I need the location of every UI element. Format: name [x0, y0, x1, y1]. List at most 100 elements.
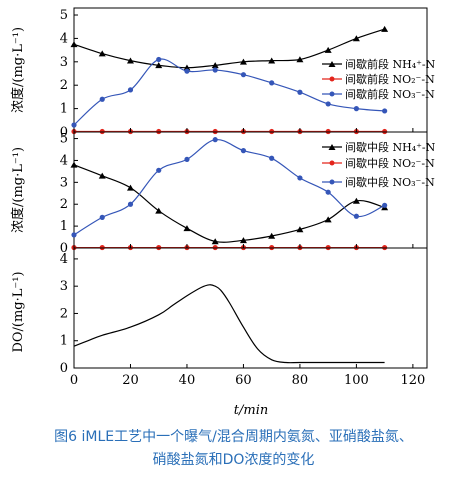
data-point-no3	[156, 56, 162, 63]
legend-item-no2-middle: 间歇中段 NO₂⁻-N	[322, 156, 435, 170]
legend-label-nh4-middle: 间歇中段 NH₄⁺-N	[345, 140, 436, 154]
data-point-no3	[240, 148, 247, 154]
data-point-no3	[127, 201, 134, 207]
data-point-no3	[325, 101, 331, 107]
legend-item-no3-top: 间歇前段 NO₃⁻-N	[322, 87, 435, 101]
data-point-nh4	[239, 237, 247, 244]
data-point-no3	[325, 189, 331, 195]
legend-marker-no2-middle	[329, 160, 335, 166]
data-point-nh4	[352, 35, 360, 42]
y-tick-label: 5	[60, 132, 68, 147]
y-tick-label: 0	[60, 125, 68, 140]
data-point-nh4	[183, 64, 191, 71]
panel-middle-ylabel: 浓度/(mg·L⁻¹)	[10, 147, 26, 233]
data-point-no3	[99, 214, 105, 220]
data-point-nh4	[98, 172, 106, 179]
panel-top-legend: 间歇前段 NH₄⁺-N 间歇前段 NO₂⁻-N 间歇前段 NO₃⁻-N	[322, 57, 436, 101]
x-tick-label: 60	[235, 373, 252, 388]
data-point-no3	[184, 68, 190, 74]
y-tick-label: 0	[60, 361, 68, 376]
series-line-do-bottom	[73, 284, 385, 364]
legend-item-nh4-top: 间歇前段 NH₄⁺-N	[322, 57, 436, 71]
data-point-nh4	[183, 225, 191, 232]
data-point-nh4	[70, 161, 78, 168]
panel-middle: 浓度/(mg·L⁻¹) 0 1 2 3 4 5 间歇中段 NH₄⁺-N 间歇中段 NO₂⁻…	[10, 131, 436, 256]
data-point-nh4	[155, 62, 163, 69]
data-point-nh4	[268, 57, 276, 64]
x-tick-label: 20	[122, 373, 139, 388]
data-point-nh4	[268, 232, 276, 239]
series-line-nh4-middle	[73, 164, 385, 243]
data-point-no3	[184, 156, 190, 162]
data-point-no3	[382, 108, 388, 114]
data-point-no3	[269, 80, 275, 86]
y-tick-label: 4	[60, 153, 68, 168]
data-point-no3	[71, 122, 77, 128]
data-point-no3	[71, 232, 77, 238]
panel-bottom-frame	[73, 247, 428, 369]
data-point-no3	[99, 96, 105, 102]
data-point-nh4	[70, 41, 78, 48]
y-tick-label: 1	[60, 102, 68, 117]
figure-caption-line1: 图6 iMLE工艺中一个曝气/混合周期内氨氮、亚硝酸盐氮、	[54, 429, 413, 445]
data-point-no3	[127, 87, 134, 93]
y-tick-label: 3	[60, 175, 68, 190]
legend-item-nh4-middle: 间歇中段 NH₄⁺-N	[322, 140, 436, 154]
data-point-nh4	[381, 25, 389, 32]
panel-bottom-ylabel: DO/(mg·L⁻¹)	[11, 271, 26, 352]
panel-top: 浓度/(mg·L⁻¹) 0 1 2 3 4 5 间歇前段 NH₄⁺-N 间歇前段 NO₂⁻…	[10, 7, 436, 140]
data-point-nh4	[155, 207, 163, 214]
legend-marker-nh4-top	[328, 61, 336, 67]
data-point-nh4	[126, 57, 134, 64]
data-point-nh4	[239, 58, 247, 65]
panel-middle-plot-area	[70, 137, 389, 251]
x-tick-label: 80	[292, 373, 309, 388]
data-point-no3	[156, 167, 162, 173]
data-point-no3	[353, 213, 359, 219]
data-point-no3	[240, 72, 247, 78]
data-point-no3	[353, 106, 359, 112]
panel-middle-legend: 间歇中段 NH₄⁺-N 间歇中段 NO₂⁻-N 间歇中段 NO₃⁻-N	[322, 140, 436, 189]
y-tick-label: 1	[60, 219, 68, 234]
data-point-nh4	[211, 62, 219, 69]
data-point-nh4	[296, 226, 304, 233]
y-tick-label: 5	[60, 8, 68, 23]
data-point-nh4	[324, 216, 332, 223]
y-tick-label: 4	[60, 252, 68, 267]
data-point-nh4	[98, 50, 106, 57]
data-point-no3	[297, 175, 303, 181]
legend-marker-nh4-middle	[328, 144, 336, 150]
y-tick-label: 3	[60, 55, 68, 70]
panel-bottom: DO/(mg·L⁻¹) 0 1 2 3 4	[11, 247, 428, 376]
legend-item-no2-top: 间歇前段 NO₂⁻-N	[322, 72, 435, 86]
panel-middle-y-ticks: 0 1 2 3 4 5	[60, 132, 78, 256]
data-point-no3	[269, 155, 275, 161]
x-axis-label: t/min	[234, 403, 268, 418]
x-tick-label: 120	[400, 373, 425, 388]
data-point-no3	[212, 137, 218, 143]
series-line-no3-middle	[73, 139, 385, 236]
y-tick-label: 2	[60, 306, 68, 321]
legend-marker-no2-top	[329, 76, 335, 82]
data-point-nh4	[126, 184, 134, 191]
data-point-no3	[382, 202, 388, 208]
legend-marker-no3-top	[329, 91, 335, 97]
legend-label-no2-middle: 间歇中段 NO₂⁻-N	[345, 156, 435, 170]
legend-label-nh4-top: 间歇前段 NH₄⁺-N	[345, 57, 436, 71]
panel-bottom-y-ticks: 0 1 2 3 4	[60, 252, 78, 376]
figure-caption-line2: 硝酸盐氮和DO浓度的变化	[152, 452, 315, 468]
series-line-no3-top	[73, 58, 385, 126]
legend-marker-no3-middle	[329, 179, 335, 185]
legend-label-no3-middle: 间歇中段 NO₃⁻-N	[345, 175, 435, 189]
data-point-no3	[212, 67, 218, 73]
data-point-nh4	[324, 46, 332, 53]
x-tick-label: 40	[179, 373, 196, 388]
series-line-nh4-top	[73, 28, 385, 69]
y-tick-label: 3	[60, 279, 68, 294]
legend-label-no3-top: 间歇前段 NO₃⁻-N	[345, 87, 435, 101]
data-point-no3	[297, 89, 303, 95]
y-tick-label: 1	[60, 334, 68, 349]
y-tick-label: 2	[60, 78, 68, 93]
panel-top-plot-area	[70, 25, 389, 135]
